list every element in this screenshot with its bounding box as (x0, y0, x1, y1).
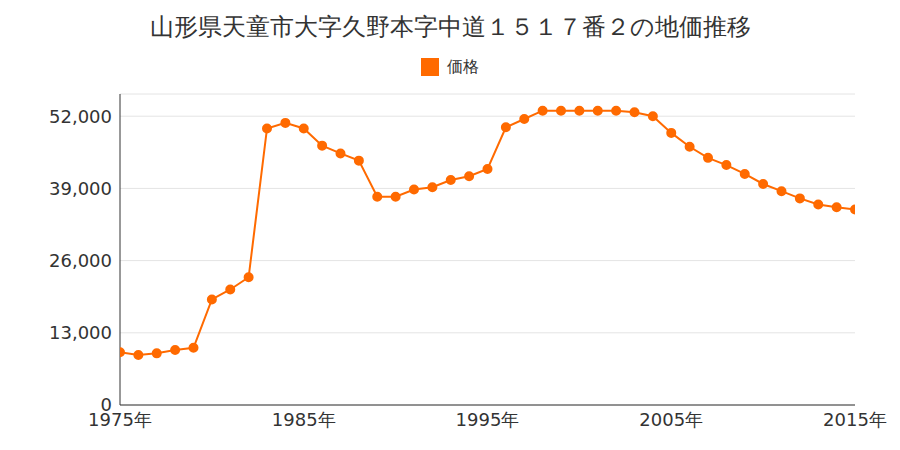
svg-text:1975年: 1975年 (88, 409, 152, 430)
svg-text:1985年: 1985年 (272, 409, 336, 430)
svg-text:13,000: 13,000 (49, 322, 112, 343)
svg-text:1995年: 1995年 (456, 409, 520, 430)
svg-text:39,000: 39,000 (49, 178, 112, 199)
svg-text:26,000: 26,000 (49, 250, 112, 271)
html-text:価格: 価格 (447, 56, 479, 76)
svg-text:2015年: 2015年 (823, 409, 887, 430)
svg-text:52,000: 52,000 (49, 106, 112, 127)
html-text:山形県天童市大字久野本字中道１５１７番２の地価推移: 山形県天童市大字久野本字中道１５１７番２の地価推移 (149, 13, 751, 41)
svg-text:0: 0 (101, 394, 112, 415)
svg-text:2005年: 2005年 (639, 409, 703, 430)
